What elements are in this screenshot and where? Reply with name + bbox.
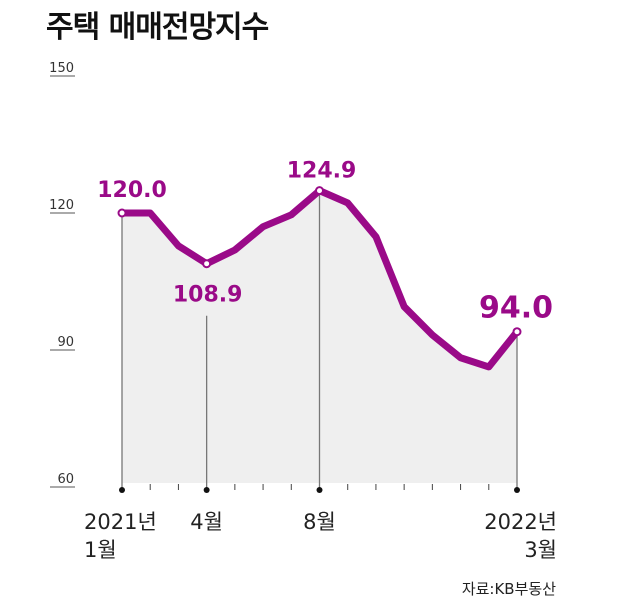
x-tick-label: 3월: [524, 538, 557, 562]
x-tick-label: 8월: [303, 510, 336, 534]
data-point-marker: [117, 208, 127, 218]
y-tick-label: 60: [57, 472, 74, 487]
data-point-marker: [202, 259, 212, 269]
x-tick-label: 2021년: [84, 510, 157, 534]
x-tick-label: 4월: [190, 510, 223, 534]
x-tick-label: 1월: [84, 538, 117, 562]
source-note: 자료:KB부동산: [462, 580, 556, 598]
x-tick-label: 2022년: [484, 510, 557, 534]
data-label: 120.0: [97, 178, 167, 203]
data-label: 124.9: [287, 159, 357, 184]
x-tick-dot: [119, 487, 125, 493]
y-tick-label: 120: [49, 198, 74, 213]
x-tick-dot: [514, 487, 520, 493]
data-label: 108.9: [173, 283, 243, 308]
y-tick-label: 150: [49, 61, 74, 76]
data-point-marker: [315, 186, 324, 196]
x-tick-dot: [316, 487, 323, 493]
data-point-marker: [512, 327, 522, 337]
x-tick-dot: [203, 487, 210, 493]
y-tick-label: 90: [57, 335, 74, 350]
data-label: 94.0: [479, 291, 553, 326]
chart-title: 주택 매매전망지수: [46, 10, 269, 45]
